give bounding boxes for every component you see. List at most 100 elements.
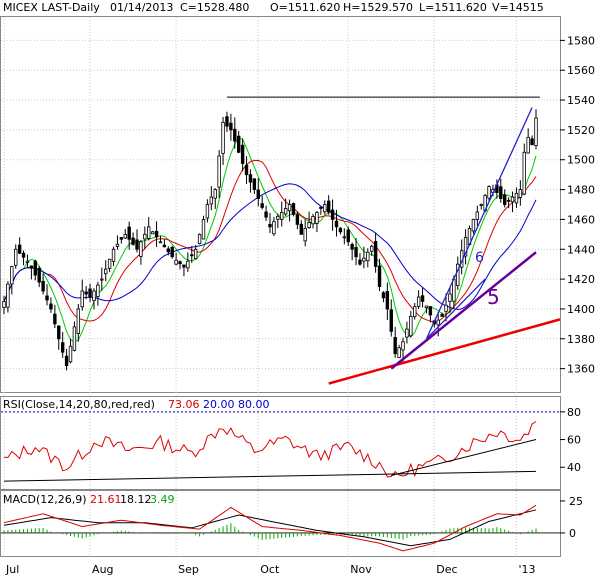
candle-body — [72, 326, 77, 351]
x-tick-label-3: Oct — [260, 563, 280, 576]
candle-body — [534, 117, 538, 146]
candle-body — [41, 280, 45, 292]
candle-body — [428, 306, 433, 316]
candle-body — [197, 233, 202, 244]
candle-body — [64, 355, 69, 367]
candle-body — [84, 291, 88, 295]
candle-body — [463, 236, 468, 257]
candle-body — [416, 296, 421, 307]
price-tick-label-1560: 1560 — [567, 64, 595, 77]
candle-body — [499, 186, 503, 199]
candle-body — [92, 290, 96, 301]
candle-body — [506, 199, 511, 202]
candle-body — [154, 230, 159, 238]
price-panel — [0, 16, 561, 393]
candle-body — [217, 155, 221, 188]
rsi-tick-label-40: 40 — [567, 461, 581, 474]
rsi-trendline-rising — [391, 439, 537, 477]
candle-body — [205, 204, 210, 219]
candle-body — [127, 226, 131, 240]
candle-body — [330, 209, 335, 220]
candle-body — [377, 265, 382, 287]
rsi-trendline-base — [3, 470, 537, 482]
candle-body — [186, 260, 190, 269]
trendlines — [226, 96, 561, 385]
rsi-value: 73.06 — [168, 398, 200, 411]
price-tick-label-1500: 1500 — [567, 154, 595, 167]
candle-body — [291, 203, 296, 215]
candle-body — [237, 135, 241, 153]
price-tick-label-1400: 1400 — [567, 303, 595, 316]
candles — [2, 109, 538, 371]
candle-body — [53, 313, 57, 325]
candle-body — [193, 248, 198, 260]
candle-body — [147, 226, 151, 239]
candle-body — [221, 122, 225, 154]
candle-body — [10, 266, 14, 285]
candle-body — [452, 278, 456, 302]
candle-body — [326, 200, 331, 213]
price-axis: 1360 1380 1400 1420 1440 1460 1480 1500 1520 1540… — [560, 34, 595, 376]
candle-body — [119, 237, 124, 240]
x-tick-label-0: Jul — [5, 563, 19, 576]
candle-body — [111, 248, 116, 262]
candle-body — [295, 214, 300, 225]
header-high: H=1529.570 — [343, 1, 413, 14]
header-date: 01/14/2013 — [110, 1, 173, 14]
x-tick-label-5: Dec — [436, 563, 457, 576]
candle-body — [354, 247, 358, 258]
candle-body — [514, 192, 519, 204]
trendline-channel-upper — [425, 107, 533, 340]
candle-body — [143, 233, 147, 240]
x-tick-label-1: Aug — [92, 563, 113, 576]
candle-body — [182, 264, 186, 268]
candle-body — [299, 223, 303, 235]
candle-body — [240, 144, 245, 164]
candle-body — [409, 315, 413, 337]
candle-body — [350, 244, 354, 250]
candle-body — [45, 295, 49, 301]
rsi-series — [1, 411, 560, 482]
candle-body — [233, 128, 237, 142]
candle-body — [166, 248, 170, 253]
candle-body — [158, 241, 163, 244]
candle-body — [260, 203, 264, 208]
candle-body — [381, 292, 386, 299]
candle-body — [162, 244, 167, 248]
candle-body — [362, 257, 366, 262]
candle-body — [139, 241, 143, 257]
candle-body — [311, 216, 315, 225]
candle-body — [456, 263, 460, 287]
candle-body — [244, 164, 249, 176]
candle-body — [33, 260, 37, 276]
candle-body — [280, 212, 284, 220]
trendline-channel-lower — [426, 278, 486, 340]
rsi-tick-label-60: 60 — [567, 434, 581, 447]
rsi-axis: 40 60 80 — [560, 406, 581, 474]
macd-hist-value: 3.49 — [150, 493, 175, 506]
candle-body — [366, 251, 370, 262]
candle-body — [405, 328, 409, 338]
candle-body — [436, 319, 440, 326]
candle-body — [225, 116, 229, 127]
price-tick-label-1460: 1460 — [567, 213, 595, 226]
x-tick-label-6: '13 — [518, 563, 535, 576]
candle-body — [334, 220, 339, 228]
candle-body — [150, 231, 155, 235]
macd-tick-label-0: 0 — [569, 527, 576, 540]
candle-body — [268, 223, 272, 228]
candle-body — [401, 341, 405, 351]
candle-body — [135, 239, 139, 250]
candle-body — [471, 219, 476, 232]
candle-body — [315, 212, 319, 224]
candle-body — [276, 216, 280, 220]
price-tick-label-1420: 1420 — [567, 273, 595, 286]
rsi-label: RSI(Close,14,20,80,red,red) — [3, 398, 155, 411]
candle-body — [174, 259, 178, 265]
rsi-tick-label-80: 80 — [567, 406, 581, 419]
candle-body — [264, 211, 268, 218]
candle-body — [307, 222, 311, 228]
candle-body — [131, 237, 135, 245]
